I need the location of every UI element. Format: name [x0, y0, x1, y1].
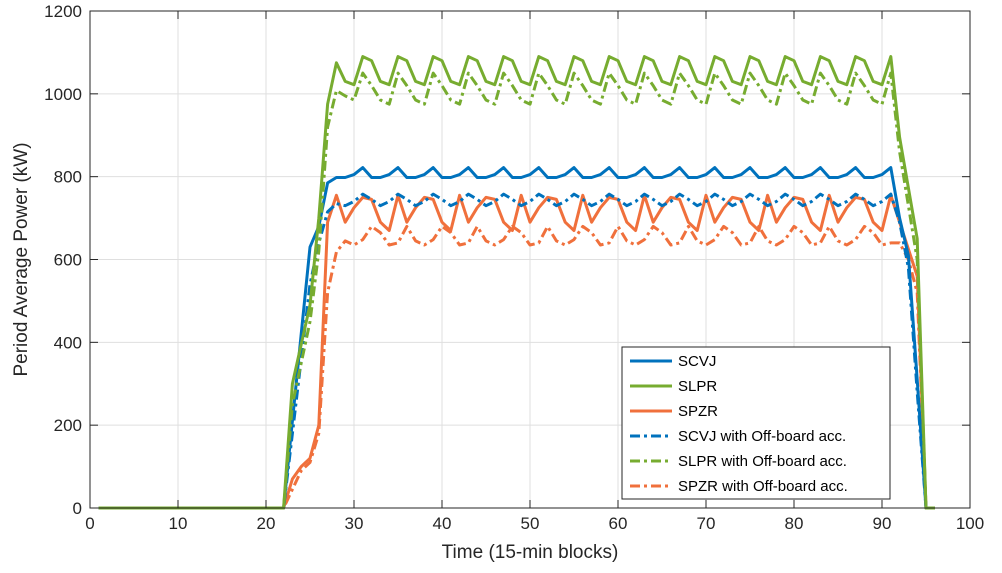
y-tick-label: 1000 [44, 85, 82, 104]
x-tick-label: 90 [873, 514, 892, 533]
axis-ticks: 0 10 20 30 40 50 60 70 80 90 100020040060080010001… [44, 2, 984, 533]
y-tick-label: 200 [54, 416, 82, 435]
legend-label: SPZR with Off-board acc. [678, 478, 848, 495]
legend-box [621, 346, 891, 500]
y-tick-label: 400 [54, 333, 82, 352]
legend: SCVJ SLPR SPZR SCVJ with Off-board acc. SLPR… [621, 346, 891, 500]
series-line-scvj-with-off-board-acc [98, 192, 935, 510]
x-axis-label: Time (15-min blocks) [442, 542, 619, 563]
x-tick-label: 20 [257, 514, 276, 533]
series-line-spzr-with-off-board-acc [98, 224, 935, 510]
y-axis-label: Period Average Power (kW) [11, 142, 32, 376]
series-line-slpr-with-off-board-acc [98, 71, 935, 510]
x-tick-label: 80 [785, 514, 804, 533]
x-tick-label: 0 [85, 514, 94, 533]
series-line-spzr [98, 193, 935, 510]
series-line-slpr [98, 55, 935, 510]
x-tick-label: 30 [345, 514, 364, 533]
legend-label: SPZR [678, 403, 718, 420]
legend-label: SLPR [678, 378, 717, 395]
legend-label: SCVJ with Off-board acc. [678, 428, 846, 445]
legend-label: SLPR with Off-board acc. [678, 453, 847, 470]
x-tick-label: 60 [609, 514, 628, 533]
x-tick-label: 10 [169, 514, 188, 533]
y-tick-label: 0 [73, 499, 82, 518]
x-tick-label: 40 [433, 514, 452, 533]
y-tick-label: 1200 [44, 2, 82, 21]
x-tick-label: 50 [521, 514, 540, 533]
x-tick-label: 70 [697, 514, 716, 533]
legend-label: SCVJ [678, 353, 716, 370]
x-tick-label: 100 [956, 514, 984, 533]
y-tick-label: 600 [54, 251, 82, 270]
series-layer [98, 55, 935, 510]
series-line-scvj [98, 166, 935, 510]
y-tick-label: 800 [54, 168, 82, 187]
